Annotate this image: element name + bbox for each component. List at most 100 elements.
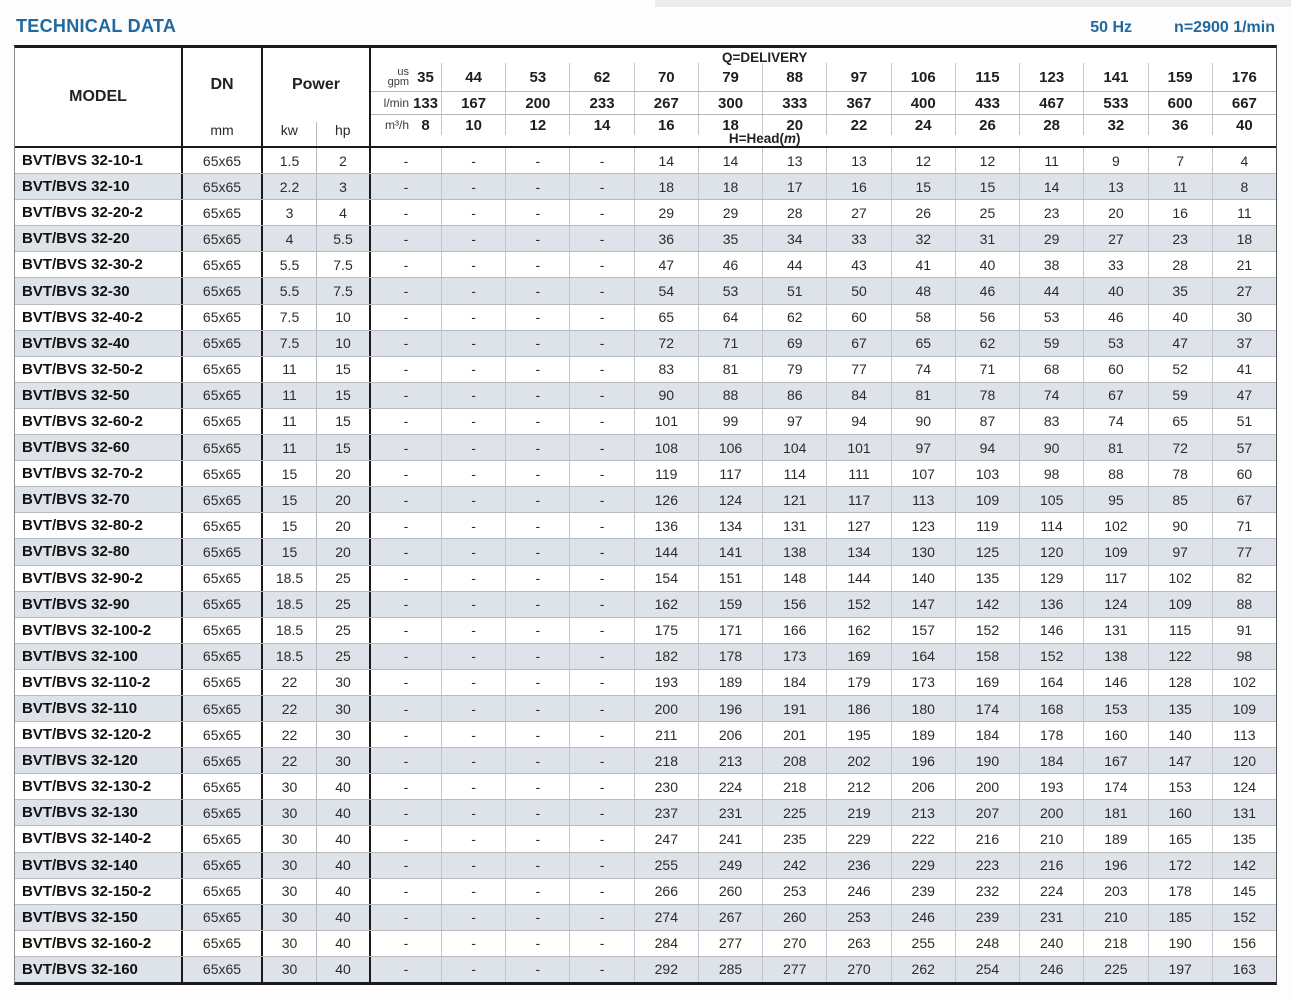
power-hp-cell: 40 — [317, 904, 371, 930]
head-value-cell: 4 — [1211, 148, 1276, 174]
head-value-cell: 169 — [826, 643, 890, 669]
delivery-gpm-value: 53 — [505, 63, 569, 91]
head-value-cell: - — [569, 591, 633, 617]
head-value-cell: 241 — [697, 826, 762, 852]
delivery-gpm-value: 97 — [826, 63, 890, 91]
head-value-cell: 123 — [890, 513, 955, 539]
head-value-cell: 102 — [1211, 669, 1276, 695]
table-row: BVT/BVS 32-140-2 65x65 30 40- - - -247 241 235 22… — [15, 825, 1276, 852]
power-hp-cell: 20 — [317, 513, 371, 539]
head-value-cell: 240 — [1019, 930, 1083, 956]
head-value-cell: - — [403, 517, 409, 534]
head-value-cell: 67 — [1083, 382, 1147, 408]
head-value-cell: - — [441, 956, 505, 982]
head-value-cell: 109 — [1083, 539, 1147, 565]
delivery-gpm-value: 62 — [569, 63, 633, 91]
dn-cell: 65x65 — [183, 382, 263, 408]
head-value-cell: 180 — [890, 695, 955, 722]
head-value-cell: - — [505, 722, 569, 748]
model-cell: BVT/BVS 32-140-2 — [15, 826, 183, 852]
dn-label: DN — [210, 76, 234, 93]
head-value-cell: 213 — [697, 748, 762, 774]
head-value-cell: - — [403, 256, 409, 273]
head-value-cell: 284 — [633, 930, 698, 956]
head-value-cell: - — [505, 461, 569, 487]
delivery-gpm-value: 115 — [954, 63, 1019, 91]
head-value-cell: 248 — [954, 930, 1019, 956]
head-value-cell: - — [505, 930, 569, 956]
head-value-cell: 94 — [826, 408, 890, 435]
head-value-cell: 162 — [826, 617, 890, 643]
head-value-cell: 208 — [762, 748, 826, 774]
head-value-cell: 88 — [1211, 591, 1276, 617]
head-values: - - - -101 99 97 94 90 87 83 74 65 51 — [371, 408, 1276, 435]
table-row: BVT/BVS 32-80-2 65x65 15 20- - - -136 134 131 127… — [15, 512, 1276, 539]
head-value-cell: 90 — [633, 382, 698, 408]
head-value-cell: - — [505, 748, 569, 774]
head-value-cell: 37 — [1211, 330, 1276, 356]
dn-cell: 65x65 — [183, 513, 263, 539]
model-cell: BVT/BVS 32-70 — [15, 487, 183, 513]
power-kw-cell: 11 — [263, 408, 317, 435]
power-hp-cell: 40 — [317, 800, 371, 826]
head-value-cell: - — [441, 852, 505, 878]
head-value-cell: 231 — [697, 800, 762, 826]
head-value-cell: 254 — [954, 956, 1019, 982]
head-value-cell: - — [505, 148, 569, 174]
table-row: BVT/BVS 32-10 65x65 2.2 3- - - -18 18 17 16 15 15 14… — [15, 173, 1276, 200]
head-value-cell: 138 — [762, 539, 826, 565]
delivery-unit-label-m3h: m³/h — [385, 118, 409, 132]
head-value-cell: 13 — [1083, 174, 1147, 200]
head-value-cell: 18 — [697, 174, 762, 200]
head-value-cell: 105 — [1019, 487, 1083, 513]
head-value-cell: 148 — [762, 565, 826, 591]
dn-cell: 65x65 — [183, 956, 263, 982]
head-value-cell: - — [569, 382, 633, 408]
power-kw-cell: 30 — [263, 904, 317, 930]
power-kw-cell: 18.5 — [263, 643, 317, 669]
head-value-cell: - — [403, 830, 409, 847]
head-value-cell: 29 — [697, 200, 762, 226]
head-value-cell: 190 — [1147, 930, 1212, 956]
head-value-cell: 52 — [1147, 356, 1212, 382]
table-row: BVT/BVS 32-100 65x65 18.5 25- - - -182 178 173 16… — [15, 642, 1276, 669]
head-value-cell: 56 — [954, 304, 1019, 330]
dn-cell: 65x65 — [183, 591, 263, 617]
head-value-cell: - — [403, 726, 409, 743]
table-row: BVT/BVS 32-50-2 65x65 11 15- - - -83 81 79 77 74 71… — [15, 355, 1276, 382]
head-value-cell: 124 — [697, 487, 762, 513]
table-row: BVT/BVS 32-20-2 65x65 3 4- - - -29 29 28 27 26 25 23… — [15, 199, 1276, 226]
head-value-cell: 189 — [890, 722, 955, 748]
head-value-cell: 46 — [697, 252, 762, 278]
delivery-m3h-value: 32 — [1083, 115, 1147, 135]
power-kw-cell: 11 — [263, 382, 317, 408]
power-hp-cell: 40 — [317, 826, 371, 852]
head-value-cell: 15 — [954, 174, 1019, 200]
table-row: BVT/BVS 32-130 65x65 30 40- - - -237 231 225 219 2… — [15, 799, 1276, 826]
head-value-cell: - — [505, 826, 569, 852]
head-value-cell: 163 — [1211, 956, 1276, 982]
head-value-cell: 54 — [633, 278, 698, 304]
head-value-cell: - — [505, 252, 569, 278]
head-value-cell: 201 — [762, 722, 826, 748]
delivery-unit-row-m3h: m³/h 8 10 12 14 16 18 20 22 24 26 28 32 36 40 — [371, 114, 1276, 135]
head-value-cell: - — [441, 826, 505, 852]
head-values: - - - -182 178 173 169 164 158 152 138 122 98 — [371, 643, 1276, 669]
head-value-cell: - — [441, 435, 505, 461]
head-value-cell: 184 — [1019, 748, 1083, 774]
power-kw-cell: 30 — [263, 956, 317, 982]
delivery-gpm-value: 141 — [1083, 63, 1147, 91]
table-row: BVT/BVS 32-120 65x65 22 30- - - -218 213 208 202 1… — [15, 747, 1276, 774]
head-value-cell: - — [505, 382, 569, 408]
spec-values: 50 Hz n=2900 1/min — [1090, 19, 1275, 37]
head-value-cell: 253 — [762, 878, 826, 904]
delivery-lmin-value: 667 — [1211, 92, 1276, 114]
head-value-cell: 109 — [954, 487, 1019, 513]
head-value-cell: 186 — [826, 695, 890, 722]
head-value-cell: 13 — [826, 148, 890, 174]
head-value-cell: - — [403, 883, 409, 900]
head-value-cell: 111 — [826, 461, 890, 487]
head-value-cell: 69 — [762, 330, 826, 356]
head-value-cell: 196 — [890, 748, 955, 774]
head-value-cell: 90 — [1147, 513, 1212, 539]
